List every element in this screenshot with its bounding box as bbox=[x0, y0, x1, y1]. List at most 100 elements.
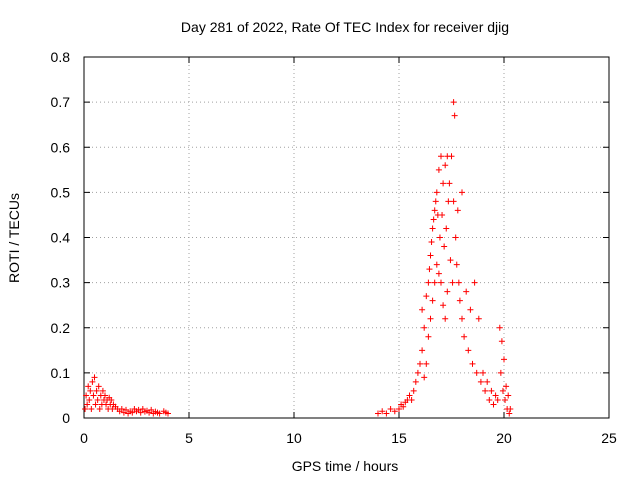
data-point bbox=[486, 396, 493, 403]
data-point bbox=[446, 180, 453, 187]
data-point bbox=[90, 392, 97, 399]
y-tick-label: 0.4 bbox=[51, 230, 71, 246]
data-point bbox=[433, 261, 440, 268]
y-tick-label: 0.7 bbox=[51, 94, 71, 110]
data-point bbox=[387, 405, 394, 412]
data-point bbox=[423, 293, 430, 300]
x-tick-label: 15 bbox=[391, 430, 407, 446]
plot-frame bbox=[83, 56, 610, 419]
y-tick-label: 0.6 bbox=[51, 139, 71, 155]
data-point bbox=[490, 401, 497, 408]
data-point bbox=[480, 369, 486, 376]
tick-labels: 0 5 10 15 20 25 0 0.1 0.2 0.3 0.4 0.5 0.6 0.7 0.8 bbox=[51, 49, 617, 446]
data-point bbox=[432, 198, 439, 205]
data-point bbox=[501, 356, 507, 363]
data-point bbox=[82, 405, 89, 412]
y-tick-label: 0.8 bbox=[51, 49, 71, 65]
data-point bbox=[391, 408, 398, 415]
data-point bbox=[86, 396, 93, 403]
data-point bbox=[84, 401, 91, 408]
x-tick-label: 20 bbox=[496, 430, 512, 446]
data-point bbox=[440, 302, 447, 309]
data-point bbox=[471, 279, 478, 286]
data-point bbox=[129, 409, 136, 416]
data-point bbox=[488, 387, 495, 394]
data-point bbox=[412, 378, 419, 385]
x-tick-label: 0 bbox=[80, 430, 88, 446]
data-point bbox=[400, 403, 407, 410]
data-point bbox=[435, 166, 442, 173]
data-point bbox=[442, 162, 449, 169]
data-point bbox=[459, 315, 465, 322]
data-point bbox=[469, 360, 476, 367]
data-point bbox=[455, 279, 462, 286]
data-point bbox=[442, 315, 449, 322]
data-point bbox=[503, 383, 510, 390]
y-tick-label: 0.2 bbox=[51, 320, 71, 336]
data-point bbox=[118, 405, 125, 412]
data-point bbox=[441, 243, 448, 250]
data-point bbox=[396, 405, 402, 412]
data-point bbox=[423, 360, 430, 367]
data-point bbox=[439, 211, 446, 218]
data-point bbox=[148, 406, 155, 413]
data-point bbox=[102, 392, 108, 399]
chart-title: Day 281 of 2022, Rate Of TEC Index for r… bbox=[181, 19, 509, 35]
data-point bbox=[408, 396, 415, 403]
data-point bbox=[427, 252, 434, 259]
data-point bbox=[89, 378, 96, 385]
data-point bbox=[438, 279, 444, 286]
data-point bbox=[375, 410, 381, 417]
data-point bbox=[88, 405, 95, 412]
data-point bbox=[447, 257, 454, 264]
x-tick-label: 10 bbox=[286, 430, 302, 446]
data-point bbox=[454, 207, 461, 214]
data-points bbox=[82, 99, 514, 417]
data-point bbox=[438, 153, 444, 160]
data-point bbox=[429, 297, 436, 304]
data-point bbox=[496, 324, 503, 331]
y-tick-label: 0.1 bbox=[51, 365, 71, 381]
data-point bbox=[505, 392, 512, 399]
data-point bbox=[83, 392, 90, 399]
data-point bbox=[123, 406, 129, 413]
data-point bbox=[435, 270, 442, 277]
data-point bbox=[156, 410, 163, 417]
data-point bbox=[383, 410, 390, 417]
data-point bbox=[85, 383, 92, 390]
grid bbox=[84, 57, 609, 418]
data-point bbox=[430, 216, 437, 223]
data-point bbox=[419, 306, 426, 313]
data-point bbox=[165, 410, 171, 417]
data-point bbox=[431, 279, 438, 286]
axes bbox=[83, 56, 610, 419]
data-point bbox=[506, 410, 513, 417]
data-point bbox=[91, 374, 98, 381]
x-axis-label: GPS time / hours bbox=[292, 458, 399, 474]
data-point bbox=[429, 225, 436, 232]
data-point bbox=[426, 266, 433, 273]
data-point bbox=[425, 333, 432, 340]
data-point bbox=[410, 387, 417, 394]
data-point bbox=[93, 387, 100, 394]
data-point bbox=[92, 401, 99, 408]
data-point bbox=[443, 225, 450, 232]
x-tick-label: 25 bbox=[601, 430, 617, 446]
y-axis-label: ROTI / TECUs bbox=[6, 193, 22, 283]
data-point bbox=[456, 297, 463, 304]
data-point bbox=[417, 360, 423, 367]
y-tick-label: 0 bbox=[62, 410, 70, 426]
data-point bbox=[477, 378, 484, 385]
data-point bbox=[467, 306, 474, 313]
data-point bbox=[440, 180, 447, 187]
data-point bbox=[507, 405, 514, 412]
data-point bbox=[473, 369, 480, 376]
data-point bbox=[108, 396, 115, 403]
data-point bbox=[428, 239, 435, 246]
data-point bbox=[444, 288, 451, 295]
data-point bbox=[431, 207, 438, 214]
data-point bbox=[484, 378, 491, 385]
data-point bbox=[448, 153, 455, 160]
data-point bbox=[433, 189, 440, 196]
